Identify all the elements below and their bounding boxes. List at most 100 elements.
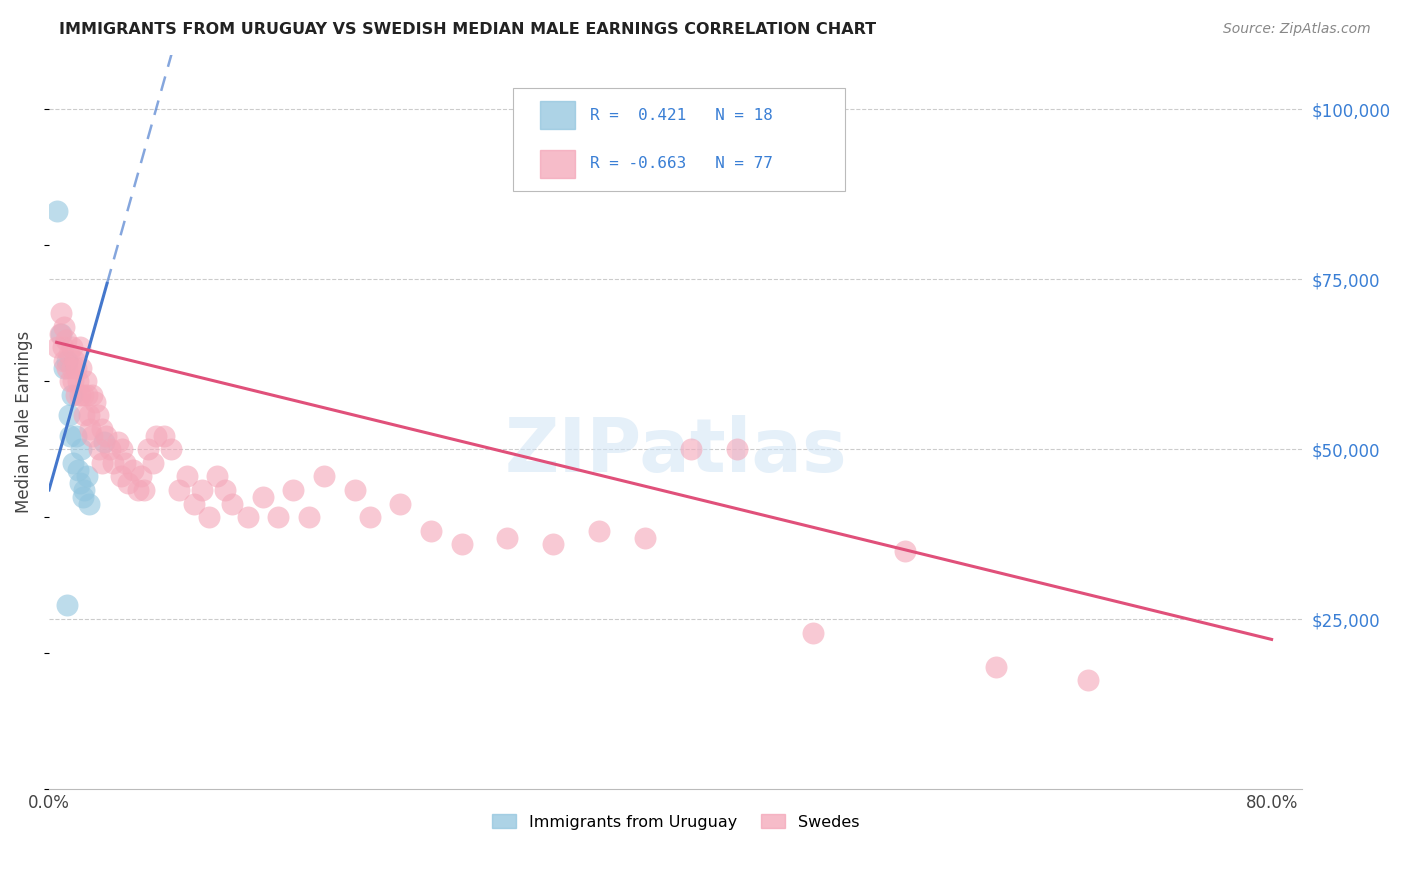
Point: [58, 408, 80, 422]
Point: [801, 625, 824, 640]
Point: [53, 354, 76, 368]
Point: [198, 510, 221, 524]
Point: [89, 442, 111, 457]
Point: [183, 496, 205, 510]
Point: [283, 483, 305, 497]
Point: [142, 456, 165, 470]
Text: R = -0.663   N = 77: R = -0.663 N = 77: [591, 156, 773, 171]
Point: [65, 388, 87, 402]
Point: [543, 537, 565, 551]
Point: [70, 360, 93, 375]
Point: [136, 442, 159, 457]
Point: [122, 462, 145, 476]
Point: [359, 510, 381, 524]
Y-axis label: Median Male Earnings: Median Male Earnings: [15, 331, 32, 513]
Text: ZIPatlas: ZIPatlas: [505, 415, 846, 488]
Point: [679, 442, 702, 457]
Point: [66, 462, 89, 476]
Point: [56, 354, 79, 368]
Point: [51, 326, 73, 341]
Legend: Immigrants from Uruguay, Swedes: Immigrants from Uruguay, Swedes: [485, 807, 866, 836]
Text: R =  0.421   N = 18: R = 0.421 N = 18: [591, 108, 773, 123]
Point: [114, 456, 136, 470]
Point: [72, 388, 94, 402]
Point: [725, 442, 748, 457]
Point: [58, 347, 80, 361]
Text: IMMIGRANTS FROM URUGUAY VS SWEDISH MEDIAN MALE EARNINGS CORRELATION CHART: IMMIGRANTS FROM URUGUAY VS SWEDISH MEDIA…: [59, 22, 876, 37]
Point: [62, 374, 84, 388]
Point: [76, 469, 98, 483]
Point: [59, 374, 82, 388]
Text: Source: ZipAtlas.com: Source: ZipAtlas.com: [1223, 22, 1371, 37]
Point: [66, 374, 89, 388]
Bar: [540, 102, 575, 129]
Point: [69, 388, 91, 402]
Point: [80, 388, 103, 402]
Point: [214, 483, 236, 497]
Point: [60, 340, 83, 354]
Point: [132, 483, 155, 497]
Point: [191, 483, 214, 497]
Point: [343, 483, 366, 497]
Point: [80, 428, 103, 442]
FancyBboxPatch shape: [513, 88, 845, 191]
Point: [298, 510, 321, 524]
Point: [83, 394, 105, 409]
Point: [60, 360, 83, 375]
Point: [267, 510, 290, 524]
Point: [77, 496, 100, 510]
Point: [986, 659, 1008, 673]
Point: [62, 456, 84, 470]
Point: [145, 428, 167, 442]
Point: [94, 428, 117, 442]
Point: [53, 319, 76, 334]
Point: [56, 360, 79, 375]
Point: [111, 442, 134, 457]
Point: [56, 599, 79, 613]
Point: [69, 476, 91, 491]
Point: [65, 360, 87, 375]
Point: [93, 435, 115, 450]
Point: [60, 388, 83, 402]
Point: [176, 469, 198, 483]
Point: [48, 326, 70, 341]
Point: [312, 469, 335, 483]
Point: [496, 531, 519, 545]
Point: [73, 483, 96, 497]
Point: [45, 204, 67, 219]
Point: [70, 442, 93, 457]
Point: [73, 408, 96, 422]
Point: [53, 360, 76, 375]
Point: [91, 422, 114, 436]
Point: [252, 490, 274, 504]
Point: [205, 469, 228, 483]
Point: [450, 537, 472, 551]
Point: [59, 428, 82, 442]
Point: [127, 483, 149, 497]
Point: [129, 469, 152, 483]
Point: [152, 428, 174, 442]
Point: [420, 524, 443, 538]
Point: [221, 496, 243, 510]
Point: [45, 340, 67, 354]
Point: [107, 435, 129, 450]
Point: [76, 388, 98, 402]
Bar: [540, 150, 575, 178]
Point: [65, 428, 87, 442]
Point: [75, 374, 97, 388]
Point: [236, 510, 259, 524]
Point: [101, 456, 124, 470]
Point: [98, 442, 121, 457]
Point: [52, 340, 75, 354]
Point: [167, 483, 190, 497]
Point: [79, 422, 101, 436]
Point: [51, 306, 73, 320]
Point: [117, 476, 139, 491]
Point: [634, 531, 657, 545]
Point: [72, 490, 94, 504]
Point: [389, 496, 412, 510]
Point: [55, 334, 77, 348]
Point: [1077, 673, 1099, 688]
Point: [91, 456, 114, 470]
Point: [87, 408, 110, 422]
